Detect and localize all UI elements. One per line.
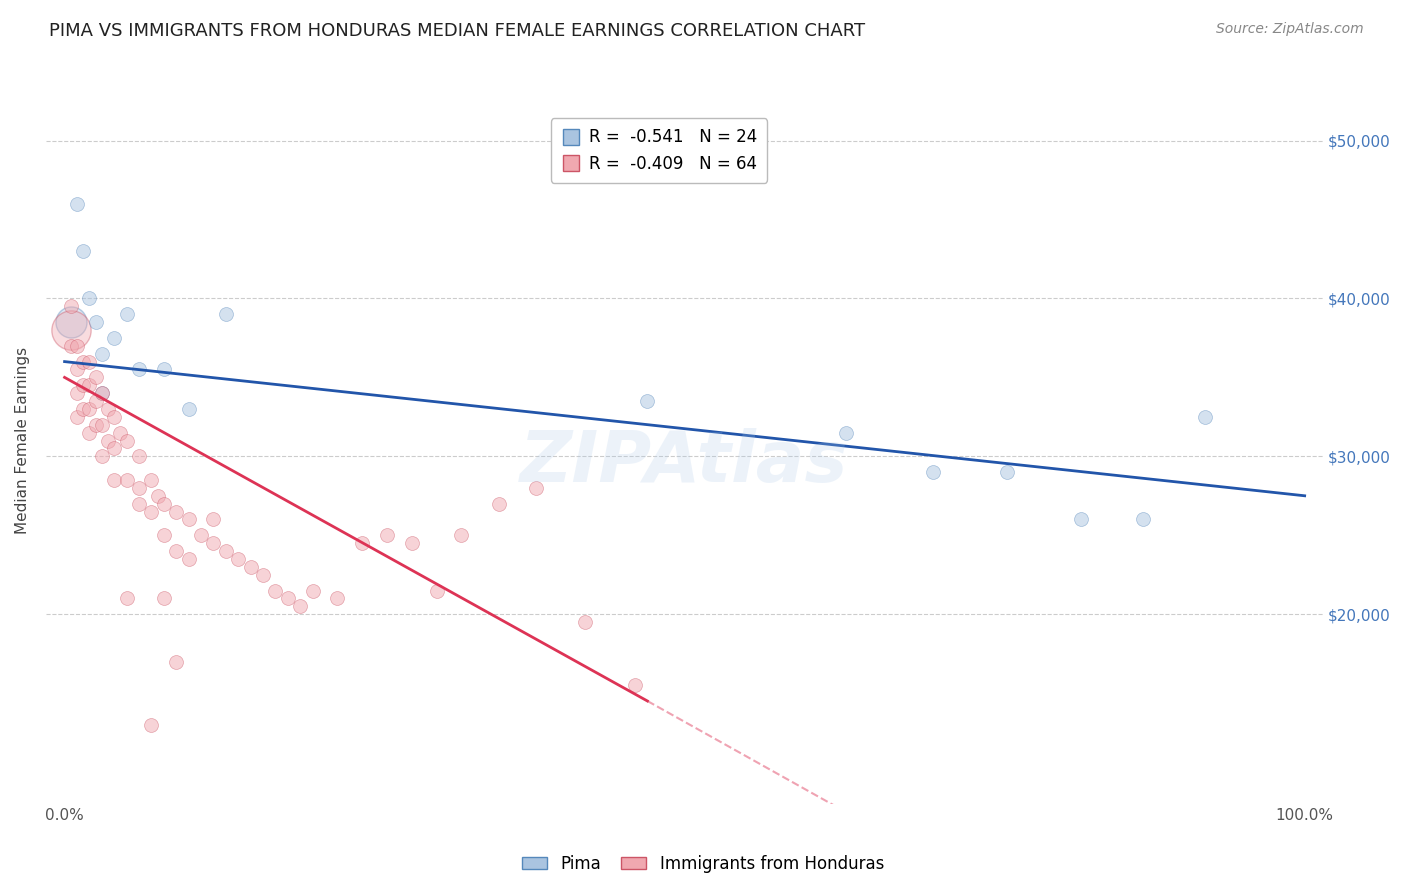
Point [72, 378, 94, 392]
Point [103, 409, 125, 424]
Point [59, 323, 82, 337]
Point [1194, 409, 1216, 424]
Point [239, 559, 262, 574]
Text: PIMA VS IMMIGRANTS FROM HONDURAS MEDIAN FEMALE EARNINGS CORRELATION CHART: PIMA VS IMMIGRANTS FROM HONDURAS MEDIAN … [49, 22, 865, 40]
Point [90, 347, 112, 361]
Point [79, 425, 101, 440]
Point [226, 552, 249, 566]
Y-axis label: Median Female Earnings: Median Female Earnings [15, 347, 30, 534]
Point [165, 505, 187, 519]
Point [103, 442, 125, 456]
Point [1070, 512, 1092, 526]
Point [636, 394, 658, 409]
Point [90, 386, 112, 401]
Point [84, 417, 107, 432]
Point [66, 362, 89, 376]
Point [835, 425, 858, 440]
Point [59, 339, 82, 353]
Point [79, 378, 101, 392]
Point [524, 481, 547, 495]
Point [128, 362, 150, 376]
Point [177, 512, 200, 526]
Point [165, 544, 187, 558]
Point [128, 481, 150, 495]
Point [352, 536, 374, 550]
Point [1132, 512, 1154, 526]
Point [152, 528, 174, 542]
Point [66, 339, 89, 353]
Point [215, 307, 238, 321]
Point [995, 465, 1018, 479]
Point [103, 473, 125, 487]
Point [290, 599, 312, 614]
Point [84, 394, 107, 409]
Point [426, 583, 449, 598]
Point [103, 331, 125, 345]
Point [202, 536, 225, 550]
Point [141, 505, 163, 519]
Legend: Pima, Immigrants from Honduras: Pima, Immigrants from Honduras [516, 848, 890, 880]
Point [66, 409, 89, 424]
Point [152, 591, 174, 606]
Point [301, 583, 323, 598]
Point [624, 678, 647, 692]
Point [97, 401, 120, 416]
Point [152, 497, 174, 511]
Point [84, 370, 107, 384]
Point [177, 401, 200, 416]
Point [90, 450, 112, 464]
Point [115, 473, 138, 487]
Point [97, 434, 120, 448]
Point [921, 465, 943, 479]
Point [59, 315, 82, 329]
Point [72, 354, 94, 368]
Point [66, 386, 89, 401]
Point [72, 244, 94, 258]
Point [59, 299, 82, 313]
Point [177, 552, 200, 566]
Point [79, 401, 101, 416]
Point [110, 425, 132, 440]
Point [79, 292, 101, 306]
Point [165, 655, 187, 669]
Point [115, 307, 138, 321]
Point [90, 417, 112, 432]
Point [128, 497, 150, 511]
Point [66, 196, 89, 211]
Point [252, 567, 274, 582]
Text: Source: ZipAtlas.com: Source: ZipAtlas.com [1216, 22, 1364, 37]
Text: ZIPAtlas: ZIPAtlas [520, 428, 849, 497]
Point [488, 497, 510, 511]
Point [264, 583, 287, 598]
Point [141, 473, 163, 487]
Point [72, 401, 94, 416]
Point [574, 615, 596, 629]
Point [401, 536, 423, 550]
Point [326, 591, 349, 606]
Point [215, 544, 238, 558]
Point [190, 528, 212, 542]
Point [141, 717, 163, 731]
Point [375, 528, 398, 542]
Point [115, 434, 138, 448]
Point [450, 528, 472, 542]
Point [115, 591, 138, 606]
Legend: R =  -0.541   N = 24, R =  -0.409   N = 64: R = -0.541 N = 24, R = -0.409 N = 64 [551, 119, 768, 183]
Point [202, 512, 225, 526]
Point [152, 362, 174, 376]
Point [128, 450, 150, 464]
Point [146, 489, 169, 503]
Point [90, 386, 112, 401]
Point [84, 315, 107, 329]
Point [277, 591, 299, 606]
Point [79, 354, 101, 368]
